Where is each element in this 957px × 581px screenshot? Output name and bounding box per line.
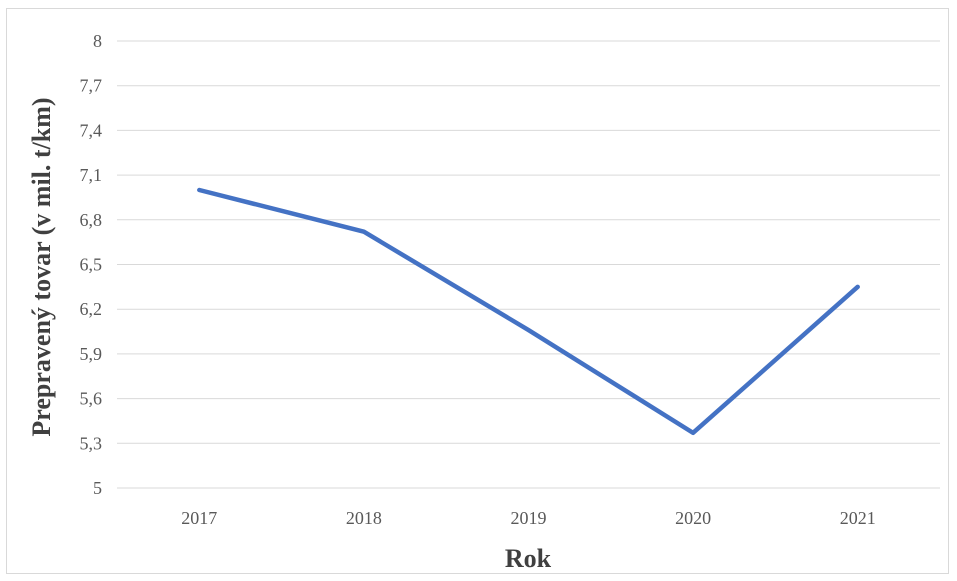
x-axis-tick-labels: 2017 2018 2019 2020 2021	[181, 508, 875, 528]
y-tick-label: 5,9	[80, 344, 103, 364]
x-axis-title: Rok	[505, 544, 552, 573]
x-tick-label: 2019	[511, 508, 547, 528]
series-line-0	[197, 187, 860, 436]
series-layer	[197, 187, 860, 436]
y-tick-label: 7,4	[80, 120, 103, 140]
y-tick-label: 6,8	[80, 210, 103, 230]
y-tick-label: 7,1	[80, 165, 103, 185]
y-axis-tick-labels: 5 5,3 5,6 5,9 6,2 6,5 6,8 7,1 7,4 7,7 8	[80, 31, 103, 498]
gridlines	[117, 40, 940, 489]
y-tick-label: 6,2	[80, 299, 103, 319]
y-tick-label: 5,3	[80, 433, 103, 453]
y-tick-label: 5,6	[80, 389, 103, 409]
chart-frame	[6, 8, 949, 574]
y-tick-label: 8	[93, 31, 102, 51]
y-axis-title: Prepravený tovar (v mil. t/km)	[27, 97, 56, 436]
y-tick-label: 7,7	[80, 76, 103, 96]
x-tick-label: 2020	[675, 508, 711, 528]
x-tick-label: 2018	[346, 508, 382, 528]
x-tick-label: 2021	[840, 508, 876, 528]
y-tick-label: 5	[93, 478, 102, 498]
x-tick-label: 2017	[181, 508, 217, 528]
y-tick-label: 6,5	[80, 255, 103, 275]
